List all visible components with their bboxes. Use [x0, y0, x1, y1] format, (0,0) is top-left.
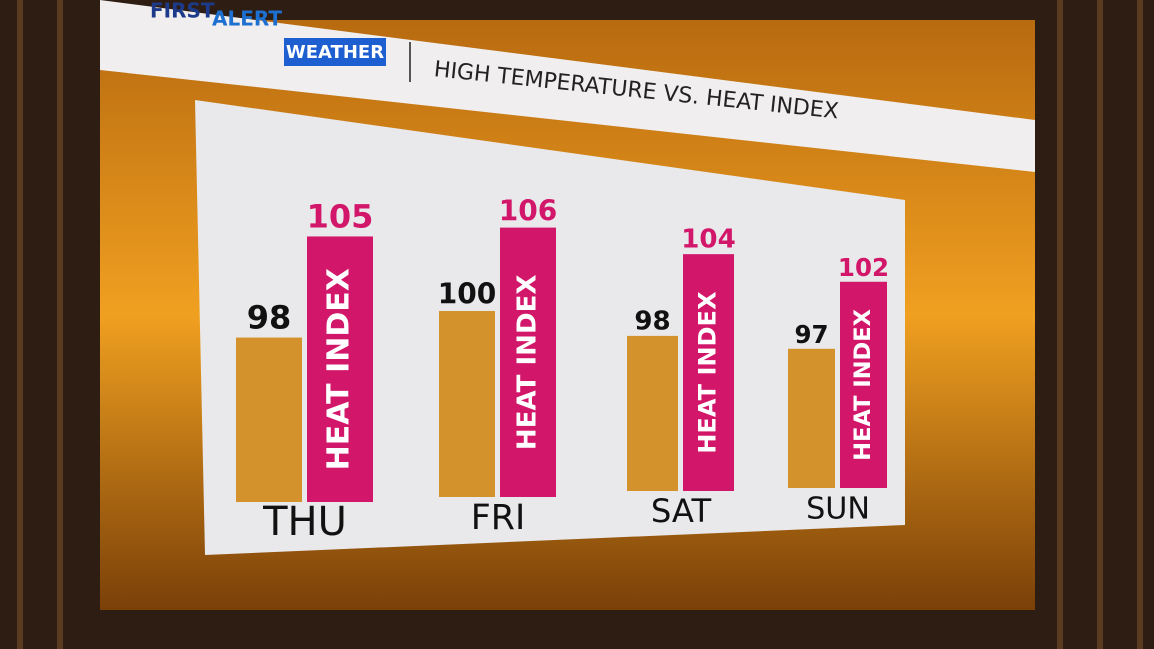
brand-alert: ALERT: [212, 7, 282, 31]
bar: [627, 335, 678, 491]
bar-series-label: HEAT INDEX: [513, 275, 543, 451]
brand-box: [284, 38, 386, 66]
value-label: 102: [838, 253, 889, 282]
bar: [788, 348, 835, 488]
bar: [439, 310, 495, 497]
x-tick-label: FRI: [471, 498, 526, 538]
value-label: 104: [681, 225, 735, 255]
value-label: 97: [794, 320, 828, 349]
value-label: 106: [499, 194, 558, 227]
value-label: 100: [438, 278, 497, 311]
brand-first: FIRST: [150, 0, 215, 23]
wall-slats: [17, 0, 1143, 649]
bar: [236, 337, 302, 502]
x-tick-label: SUN: [806, 492, 870, 527]
value-label: 105: [307, 197, 374, 235]
bar: [683, 254, 734, 491]
x-tick-label: SAT: [651, 492, 712, 530]
value-label: 98: [247, 299, 292, 337]
brand-weather: WEATHER: [286, 42, 384, 63]
bar-series-label: HEAT INDEX: [850, 309, 876, 461]
value-label: 98: [634, 306, 670, 336]
bar-series-label: HEAT INDEX: [694, 291, 722, 454]
bar-series-label: HEAT INDEX: [322, 268, 357, 470]
bar: [307, 236, 373, 502]
bar: [840, 281, 887, 488]
bar: [500, 227, 556, 497]
x-tick-label: THU: [262, 499, 347, 545]
